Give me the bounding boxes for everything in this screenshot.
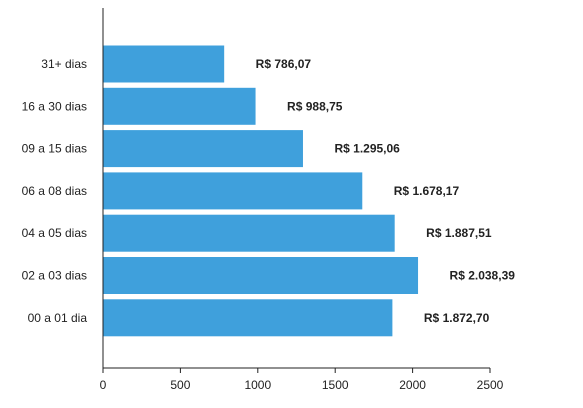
x-tick-label: 500 [170,378,190,392]
value-label: R$ 1.678,17 [394,184,460,198]
bar [102,44,226,84]
x-tick-label: 2500 [477,378,504,392]
category-label: 06 a 08 dias [22,184,87,198]
category-label: 02 a 03 dias [22,269,87,283]
category-label: 16 a 30 dias [22,99,87,113]
category-label: 00 a 01 dia [28,311,88,325]
category-label: 09 a 15 dias [22,142,87,156]
x-tick-label: 0 [100,378,107,392]
category-label: 31+ dias [41,57,87,71]
bar [102,86,257,126]
bar [102,298,394,338]
value-label: R$ 786,07 [256,57,312,71]
bar [102,256,420,295]
category-label: 04 a 05 dias [22,226,87,240]
bar [102,171,364,211]
value-label: R$ 1.887,51 [426,226,492,240]
bar [102,213,396,253]
value-label: R$ 2.038,39 [450,269,516,283]
value-label: R$ 1.872,70 [424,311,490,325]
x-tick-label: 2000 [399,378,426,392]
value-label: R$ 988,75 [287,99,343,113]
value-label: R$ 1.295,06 [334,142,400,156]
x-tick-label: 1000 [244,378,271,392]
bar [102,129,304,169]
x-tick-label: 1500 [322,378,349,392]
